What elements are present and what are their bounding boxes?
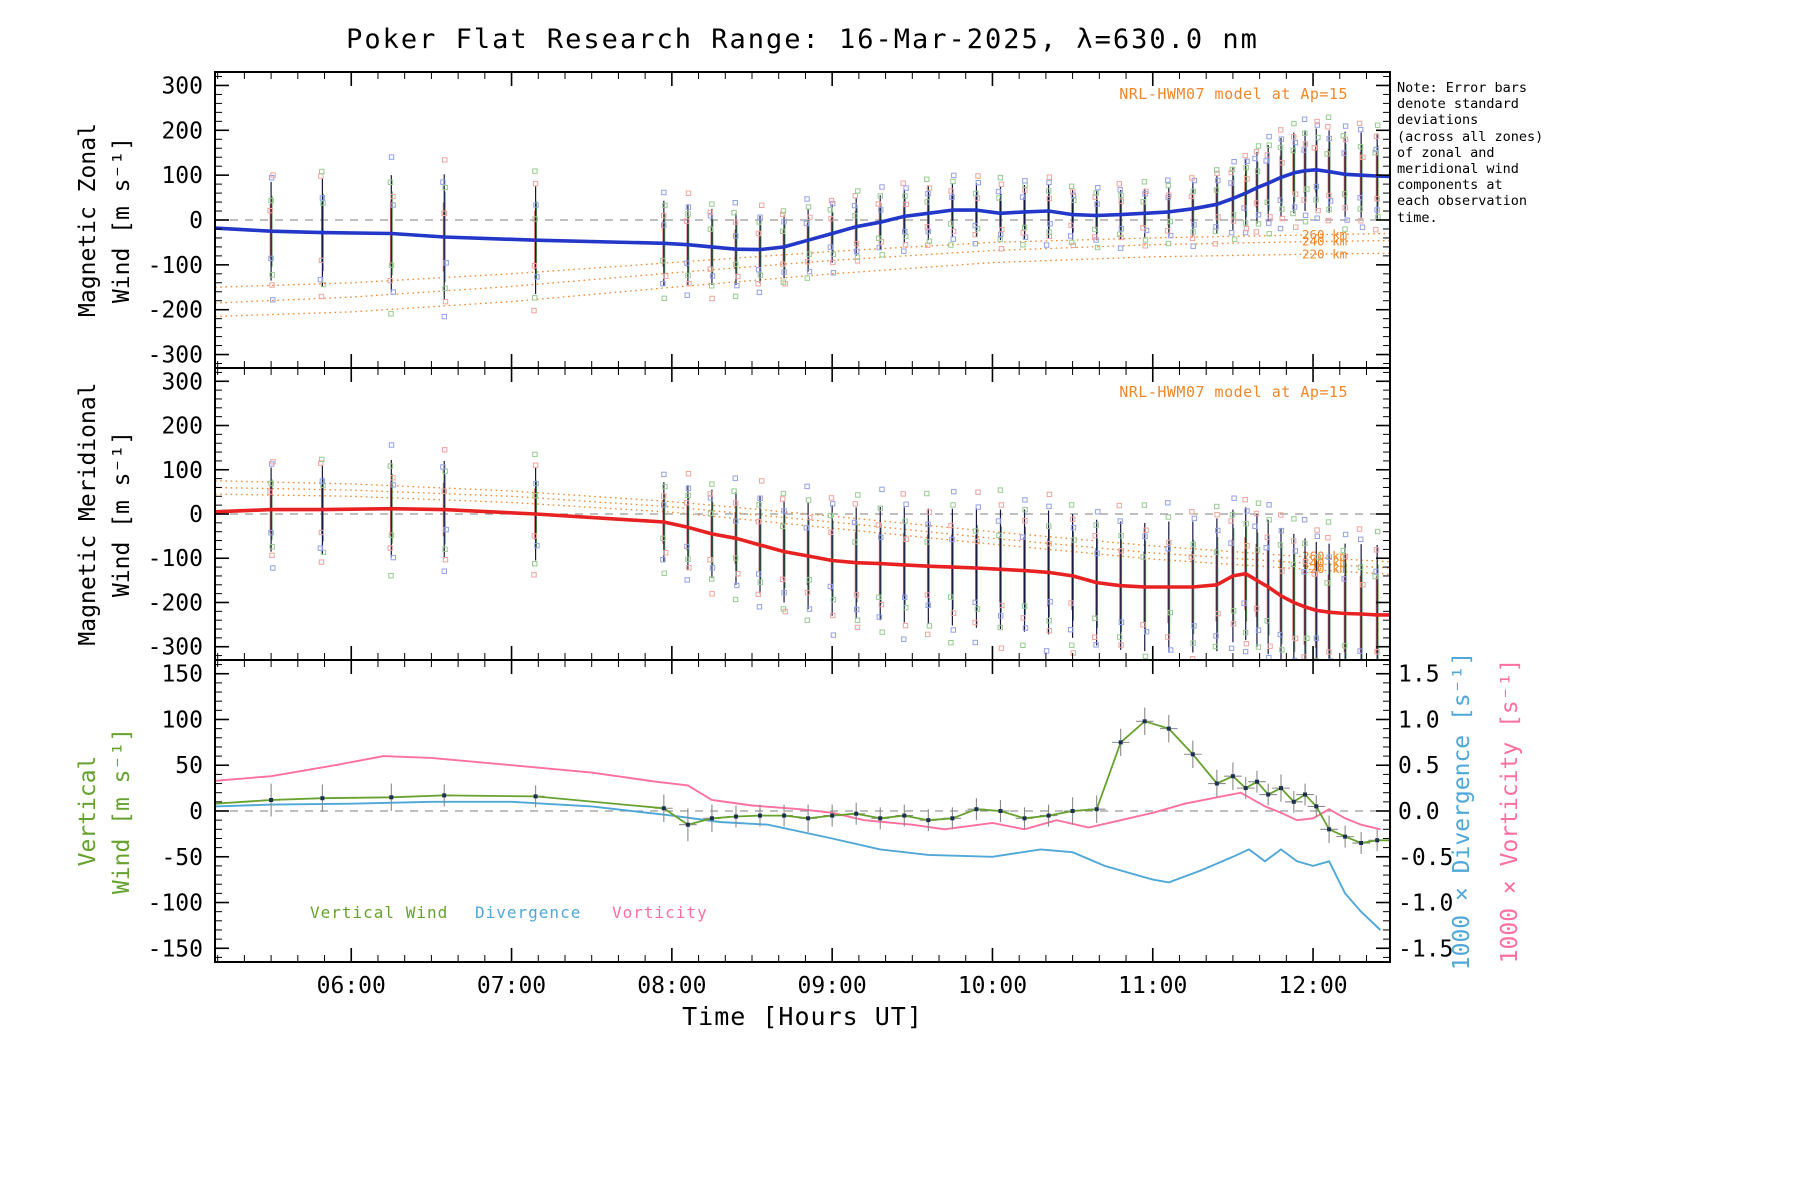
svg-text:12:00: 12:00 — [1278, 973, 1347, 999]
vertical_wind_divergence_vorticity-data-layer — [215, 707, 1390, 931]
svg-text:-100: -100 — [148, 891, 203, 917]
error-bar-note: Note: Error bars denote standard deviati… — [1397, 80, 1544, 226]
panel-axes-0: 300 200 100 0 -100 -200 -300 — [148, 71, 1391, 369]
vertical-axis-label-line1: Vertical — [75, 755, 101, 867]
svg-text:240 km: 240 km — [1302, 555, 1347, 570]
svg-text:-0.5: -0.5 — [1398, 845, 1453, 871]
vertical-axis-label-line2: Wind [m s⁻¹] — [109, 727, 135, 895]
svg-text:10:00: 10:00 — [958, 973, 1027, 999]
svg-text:-100: -100 — [148, 253, 203, 279]
svg-text:260 km: 260 km — [1302, 227, 1347, 242]
svg-text:150: 150 — [161, 662, 203, 688]
svg-text:-50: -50 — [161, 845, 203, 871]
svg-text:-1.5: -1.5 — [1398, 936, 1453, 962]
legend-divergence: Divergence — [475, 903, 582, 922]
svg-text:220 km: 220 km — [1302, 561, 1347, 576]
vorticity-axis-label: 1000 × Vorticity [s⁻¹] — [1497, 658, 1523, 964]
meridional-axis-label-line2: Wind [m s⁻¹] — [109, 430, 135, 598]
legend-vorticity: Vorticity — [612, 903, 708, 922]
svg-text:0: 0 — [189, 208, 203, 234]
legend-vertical-wind: Vertical Wind — [310, 903, 449, 922]
svg-text:100: 100 — [161, 458, 203, 484]
svg-text:260 km: 260 km — [1302, 549, 1347, 564]
svg-text:-150: -150 — [148, 936, 203, 962]
svg-text:-100: -100 — [148, 546, 203, 572]
zonal-axis-label-line2: Wind [m s⁻¹] — [109, 136, 135, 304]
svg-text:07:00: 07:00 — [477, 973, 546, 999]
x-axis-title: Time [Hours UT] — [682, 1002, 923, 1031]
svg-text:0.5: 0.5 — [1398, 753, 1440, 779]
svg-text:200: 200 — [161, 118, 203, 144]
svg-text:300: 300 — [161, 369, 203, 395]
svg-text:-300: -300 — [148, 635, 203, 661]
meridional-axis-label-line1: Magnetic Meridional — [75, 382, 101, 646]
svg-text:-1.0: -1.0 — [1398, 891, 1453, 917]
svg-text:0: 0 — [189, 502, 203, 528]
svg-text:1.5: 1.5 — [1398, 662, 1440, 688]
svg-text:06:00: 06:00 — [317, 973, 386, 999]
svg-text:1.0: 1.0 — [1398, 707, 1440, 733]
chart-title: Poker Flat Research Range: 16-Mar-2025, … — [346, 24, 1259, 55]
svg-text:50: 50 — [175, 753, 203, 779]
svg-text:-200: -200 — [148, 298, 203, 324]
svg-text:08:00: 08:00 — [637, 973, 706, 999]
svg-text:0.0: 0.0 — [1398, 799, 1440, 825]
svg-text:0: 0 — [189, 799, 203, 825]
svg-text:300: 300 — [161, 73, 203, 99]
svg-text:09:00: 09:00 — [798, 973, 867, 999]
svg-text:11:00: 11:00 — [1118, 973, 1187, 999]
svg-text:100: 100 — [161, 163, 203, 189]
svg-text:200: 200 — [161, 414, 203, 440]
divergence-axis-label: 1000 × Divergence [s⁻¹] — [1449, 651, 1475, 971]
meridional-model-annotation: NRL-HWM07 model at Ap=15 — [1119, 383, 1348, 401]
zonal-model-annotation: NRL-HWM07 model at Ap=15 — [1119, 85, 1348, 103]
svg-text:-300: -300 — [148, 343, 203, 369]
svg-text:100: 100 — [161, 707, 203, 733]
svg-text:240 km: 240 km — [1302, 234, 1347, 249]
svg-text:-200: -200 — [148, 590, 203, 616]
svg-text:220 km: 220 km — [1302, 246, 1347, 261]
zonal-axis-label-line1: Magnetic Zonal — [75, 123, 101, 317]
panel-axes-2: 150 100 50 0 -50 -100 -150 1.5 1.0 0.5 0.0 -0.5 -1.0… — [148, 659, 1453, 963]
panel-axes-1: 300 200 100 0 -100 -200 -300 — [148, 367, 1391, 661]
